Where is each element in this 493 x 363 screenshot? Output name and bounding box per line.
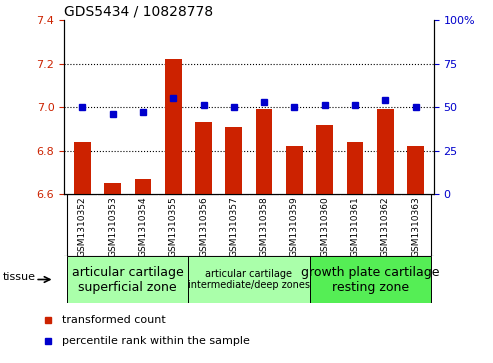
Text: GSM1310352: GSM1310352 (78, 196, 87, 257)
Text: GSM1310353: GSM1310353 (108, 196, 117, 257)
Text: growth plate cartilage
resting zone: growth plate cartilage resting zone (301, 265, 439, 294)
Text: GSM1310356: GSM1310356 (199, 196, 208, 257)
Bar (286, 146, 303, 194)
Text: tissue: tissue (3, 272, 35, 282)
Text: articular cartilage
intermediate/deep zones: articular cartilage intermediate/deep zo… (188, 269, 310, 290)
Text: GSM1310357: GSM1310357 (229, 196, 238, 257)
Bar (104, 183, 121, 194)
Text: GSM1310362: GSM1310362 (381, 196, 390, 257)
Bar (310, 256, 431, 303)
Bar (67, 256, 188, 303)
Bar (74, 142, 91, 194)
Text: articular cartilage
superficial zone: articular cartilage superficial zone (72, 265, 183, 294)
Text: GDS5434 / 10828778: GDS5434 / 10828778 (64, 5, 213, 19)
Bar (377, 109, 394, 194)
Bar (225, 127, 242, 194)
Bar (256, 109, 273, 194)
Bar (195, 122, 212, 194)
Bar (135, 179, 151, 194)
Text: GSM1310354: GSM1310354 (139, 196, 147, 257)
Text: GSM1310360: GSM1310360 (320, 196, 329, 257)
Text: transformed count: transformed count (63, 315, 166, 325)
Text: GSM1310359: GSM1310359 (290, 196, 299, 257)
Text: GSM1310361: GSM1310361 (351, 196, 359, 257)
Text: GSM1310363: GSM1310363 (411, 196, 420, 257)
Bar (165, 59, 181, 194)
Bar (407, 146, 424, 194)
Text: GSM1310355: GSM1310355 (169, 196, 177, 257)
Text: percentile rank within the sample: percentile rank within the sample (63, 336, 250, 346)
Text: GSM1310358: GSM1310358 (260, 196, 269, 257)
Bar (317, 125, 333, 194)
Bar (188, 256, 310, 303)
Bar (347, 142, 363, 194)
